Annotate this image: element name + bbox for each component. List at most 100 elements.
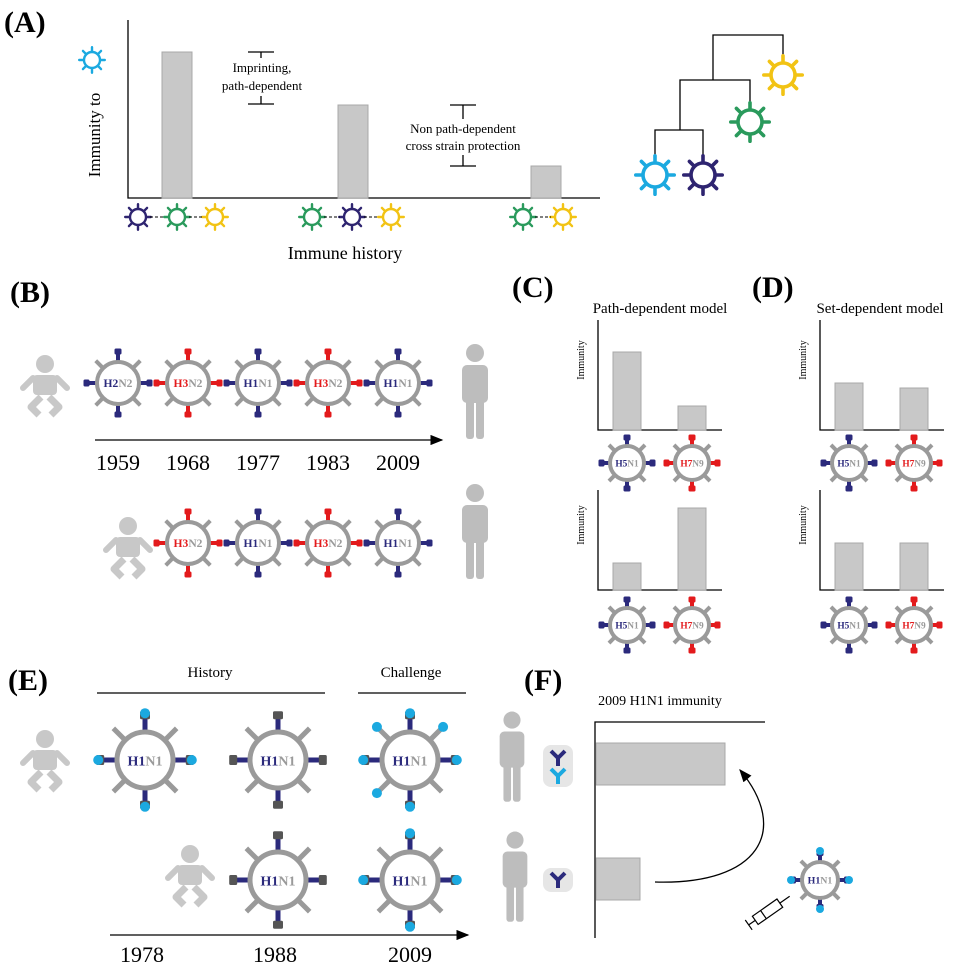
y-axis-label: Immunity to xyxy=(85,93,104,178)
spike-tip xyxy=(325,349,332,355)
year: 1977 xyxy=(236,450,280,475)
subtype-h: H1 xyxy=(244,538,259,550)
subtype-n: N2 xyxy=(328,538,342,550)
bar xyxy=(900,388,928,430)
panel-label: (D) xyxy=(752,271,794,304)
spike-tip xyxy=(185,412,192,418)
virus-label: H1N1 xyxy=(392,755,427,770)
spike-tip xyxy=(357,380,363,387)
antibody xyxy=(845,876,853,884)
antibody xyxy=(140,802,150,812)
torso xyxy=(462,365,488,403)
spike-tip xyxy=(273,831,283,839)
body xyxy=(116,537,140,557)
virus-icon xyxy=(510,204,536,230)
virus: H2N2 xyxy=(84,349,153,418)
subtype-n: N1 xyxy=(258,538,272,550)
torso xyxy=(500,732,525,768)
virus: H3N2 xyxy=(294,509,363,578)
spike-tip xyxy=(229,875,237,885)
spike xyxy=(165,780,177,792)
virus-label: H7N9 xyxy=(680,459,704,469)
antibody xyxy=(787,876,795,884)
spike-tip xyxy=(319,875,327,885)
spike xyxy=(113,780,125,792)
bar xyxy=(678,508,706,590)
spike xyxy=(378,848,390,860)
bar xyxy=(531,166,561,198)
spike-tip xyxy=(154,380,160,387)
spike-tip xyxy=(650,460,656,467)
subtype-h: H1 xyxy=(384,378,399,390)
subtype-h: H3 xyxy=(314,378,329,390)
antibody xyxy=(358,755,368,765)
spike xyxy=(298,780,310,792)
spike-tip xyxy=(689,648,696,654)
arrow xyxy=(655,770,764,882)
subtype-n: N9 xyxy=(692,621,704,631)
year: 1988 xyxy=(253,942,297,967)
capsid xyxy=(304,209,320,225)
bar xyxy=(613,563,641,590)
antibody xyxy=(452,875,462,885)
subtype-h: H1 xyxy=(260,755,278,770)
capsid xyxy=(738,110,762,134)
spike xyxy=(246,848,258,860)
virus: H7N9 xyxy=(886,435,943,492)
spike-tip xyxy=(325,412,332,418)
panel-label: (E) xyxy=(8,664,48,697)
body xyxy=(178,865,202,885)
spike-tip xyxy=(886,460,892,467)
spike-tip xyxy=(154,540,160,547)
spike-tip xyxy=(287,540,293,547)
virus-label: H1N1 xyxy=(127,755,162,770)
spike-tip xyxy=(273,921,283,929)
spike-tip xyxy=(364,540,370,547)
virus-label: H3N2 xyxy=(174,378,203,390)
virus-label: H2N2 xyxy=(104,378,133,390)
capsid xyxy=(207,209,223,225)
y-axis-label: Immunity xyxy=(576,340,587,379)
subtype-n: N9 xyxy=(692,459,704,469)
leg xyxy=(466,539,474,579)
subtype-h: H5 xyxy=(837,459,849,469)
subtype-n: N1 xyxy=(849,459,861,469)
person-adult xyxy=(462,344,488,439)
antibody xyxy=(140,708,150,718)
virus: H1N1 xyxy=(364,349,433,418)
subtype-n: N1 xyxy=(278,755,295,770)
virus: H3N2 xyxy=(154,349,223,418)
virus: H1N1 xyxy=(93,708,197,812)
virus: H5N1 xyxy=(821,597,878,654)
spike-tip xyxy=(185,572,192,578)
capsid xyxy=(130,209,146,225)
virus-icon xyxy=(125,204,151,230)
antibody xyxy=(405,922,415,932)
bar xyxy=(678,406,706,430)
person-adult xyxy=(462,484,488,579)
virus-icon xyxy=(164,204,190,230)
virus: H1N1 xyxy=(229,711,327,809)
virus: H3N2 xyxy=(154,509,223,578)
spike-tip xyxy=(886,622,892,629)
head xyxy=(119,517,137,535)
year: 1968 xyxy=(166,450,210,475)
spike-tip xyxy=(273,711,283,719)
bar xyxy=(162,52,192,198)
leg xyxy=(513,764,521,802)
spike-tip xyxy=(273,801,283,809)
antibody xyxy=(358,875,368,885)
panel-title: 2009 H1N1 immunity xyxy=(598,694,722,709)
virus-icon xyxy=(339,204,365,230)
virus: H1N1 xyxy=(364,509,433,578)
spike xyxy=(430,848,442,860)
virus-label: H3N2 xyxy=(314,538,343,550)
spike-tip xyxy=(294,540,300,547)
subtype-h: H7 xyxy=(902,621,914,631)
virus-label: H1N1 xyxy=(392,875,427,890)
spike-tip xyxy=(911,435,918,441)
spike xyxy=(298,848,310,860)
spike xyxy=(246,728,258,740)
spike-tip xyxy=(911,648,918,654)
antibody xyxy=(372,788,382,798)
